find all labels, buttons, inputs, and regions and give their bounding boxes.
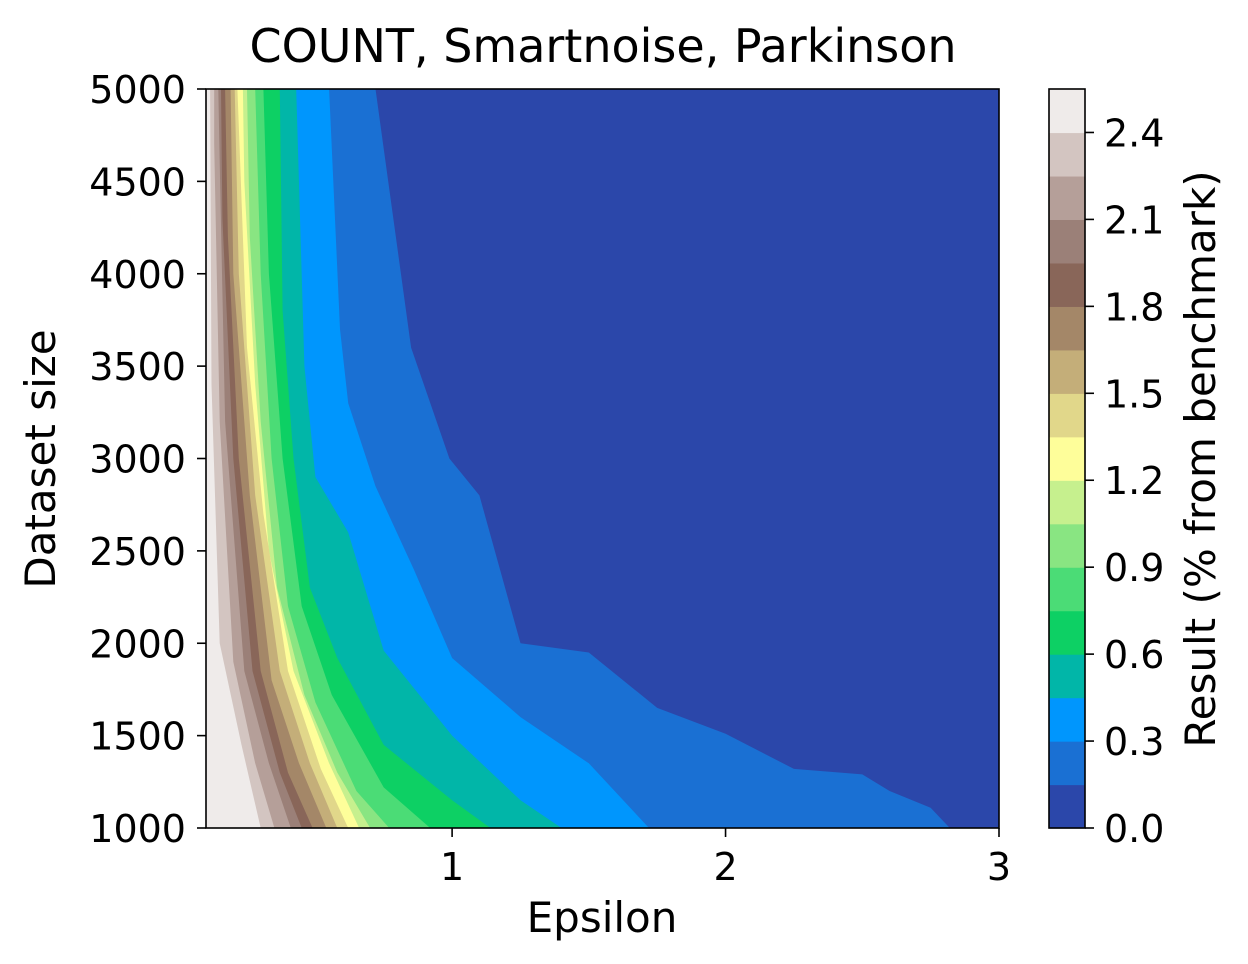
colorbar: 0.0 0.3 0.6 0.9 1.2 1.5 1.8 2.1 2.4 [1048,88,1164,851]
colorbar-band-17 [1049,89,1085,134]
y-axis-label: Dataset size [16,329,65,588]
colorbar-band-11 [1049,349,1085,394]
colorbar-band-7 [1049,523,1085,568]
colorbar-band-2 [1049,741,1085,786]
chart-title: COUNT, Smartnoise, Parkinson [249,19,956,73]
colorbar-band-10 [1049,393,1085,438]
colorbar-tick-label: 1.5 [1104,372,1164,416]
y-tick-label: 4000 [89,253,186,297]
colorbar-tick-label: 1.2 [1104,459,1164,503]
colorbar-band-12 [1049,306,1085,351]
colorbar-band-6 [1049,567,1085,612]
colorbar-tick-label: 2.4 [1104,111,1164,155]
colorbar-tick-label: 0.6 [1104,633,1164,677]
y-tick-label: 4500 [89,160,186,204]
colorbar-tick-label: 0.0 [1104,807,1164,851]
y-tick-label: 3500 [89,345,186,389]
colorbar-label: Result (% from benchmark) [1176,170,1225,747]
y-tick-label: 1000 [89,807,186,851]
x-axis: 1 2 3 [440,828,1011,889]
colorbar-frame [1048,88,1086,829]
y-tick-label: 2500 [89,530,186,574]
colorbar-tick-label: 0.3 [1104,720,1164,764]
contour-band-15 [206,89,275,828]
colorbar-band-9 [1049,436,1085,481]
y-tick-label: 5000 [89,68,186,112]
x-tick-label: 1 [440,845,464,889]
x-axis-label: Epsilon [527,893,678,942]
colorbar-band-14 [1049,219,1085,264]
colorbar-tick-label: 1.8 [1104,285,1164,329]
contour-plot-area [205,88,1000,829]
colorbar-band-8 [1049,480,1085,525]
y-tick-label: 1500 [89,715,186,759]
x-tick-label: 3 [987,845,1011,889]
y-tick-label: 3000 [89,438,186,482]
colorbar-band-5 [1049,610,1085,655]
y-axis: 1000 1500 2000 2500 3000 3500 4000 4500 5000 [89,68,206,851]
colorbar-tick-label: 2.1 [1104,198,1164,242]
colorbar-band-3 [1049,697,1085,742]
y-tick-label: 2000 [89,622,186,666]
colorbar-band-15 [1049,175,1085,221]
colorbar-band-4 [1049,654,1085,699]
colorbar-band-1 [1049,784,1085,829]
contour-band-16 [206,89,261,828]
colorbar-band-16 [1049,132,1085,177]
colorbar-band-13 [1049,262,1085,307]
x-tick-label: 2 [713,845,737,889]
colorbar-tick-label: 0.9 [1104,546,1164,590]
